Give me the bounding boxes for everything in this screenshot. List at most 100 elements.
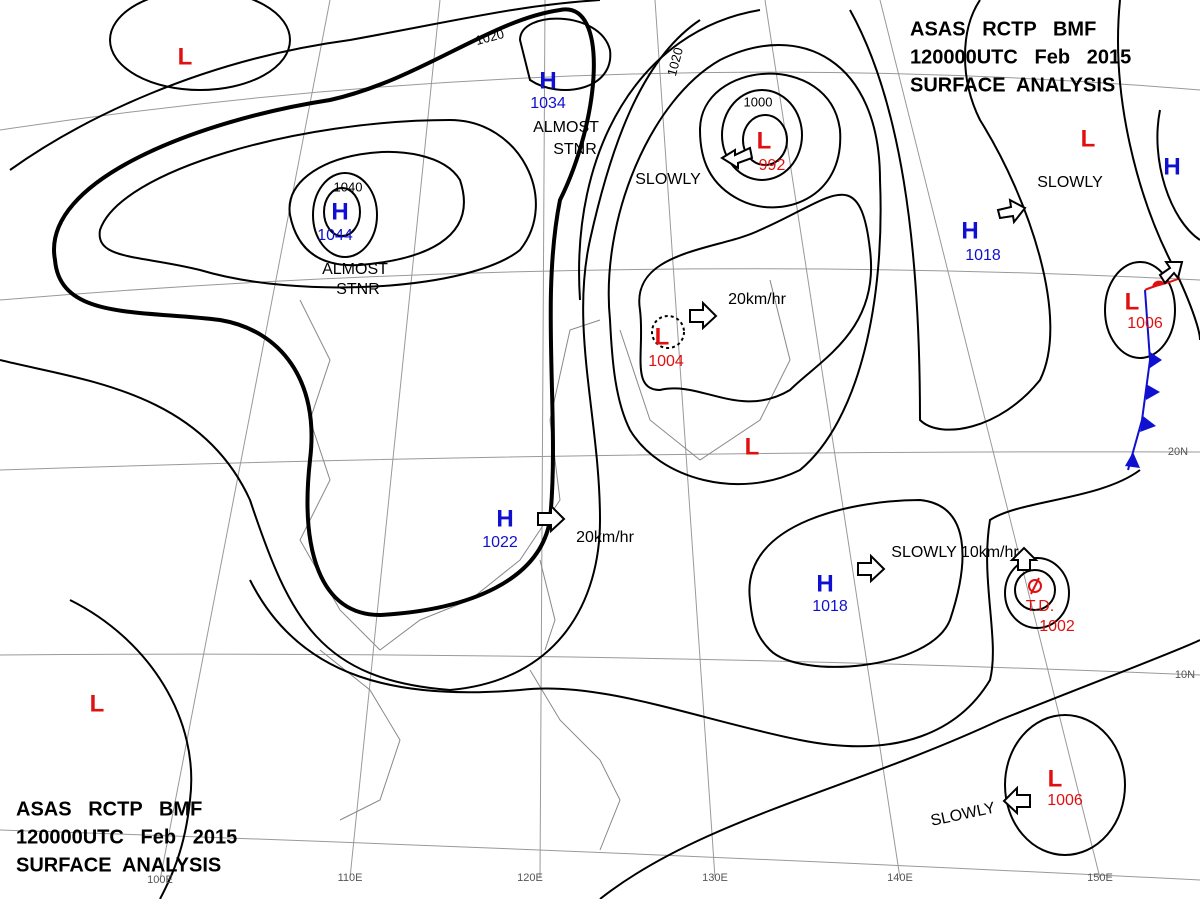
lon-label: 150E [1087,872,1113,884]
isobar [578,0,1052,431]
isobar [1014,569,1056,611]
header-line: SURFACE ANALYSIS [910,74,1115,96]
center-pressure: 1006 [1047,792,1083,809]
isobar [1004,557,1070,629]
high-center: H [816,570,833,597]
lat-line [0,71,1200,131]
lon-line [159,0,331,881]
lat-line [0,653,1200,676]
low-center: L [1048,765,1063,792]
lat-label: 20N [1168,446,1188,458]
center-note: ALMOST [322,261,388,278]
center-note: ALMOST [533,119,599,136]
center-pressure: 1018 [965,247,1001,264]
motion-arrow [537,503,566,534]
motion-arrow [1009,546,1039,571]
isobar [742,114,788,166]
isobar [323,187,361,237]
center-pressure: 992 [759,157,786,174]
td-symbol [1030,577,1040,595]
graticule [0,0,1200,881]
low-center: L [655,323,670,350]
isobar [288,151,465,267]
isobar [599,639,1200,899]
header-line: ASAS RCTP BMF [910,18,1096,40]
isobar [9,0,601,171]
lon-line [879,0,1101,879]
center-pressure: 1044 [317,227,353,244]
isobar [312,172,378,258]
lon-label: 120E [517,872,543,884]
motion-arrow [1158,261,1184,285]
lon-label: 110E [338,872,363,884]
motion-arrow [857,553,886,584]
motion-label: 20km/hr [728,291,786,308]
low-center: L [757,127,772,154]
high-center: H [496,505,513,532]
isobar-label: 1040 [334,179,363,194]
dashed-isobar [651,315,685,349]
lon-line [654,0,716,879]
center-pressure: 1034 [530,95,566,112]
motion-label: SLOWLY [635,171,701,188]
low-center: L [745,433,760,460]
lat-line [0,451,1200,471]
isobar [109,0,291,91]
isobar [721,89,803,181]
coastline [319,649,401,821]
motion-label: 20km/hr [576,529,634,546]
isobar-label: 1000 [744,94,773,109]
isobar [1104,261,1176,359]
isobar [698,72,842,209]
isobar [52,7,596,618]
isobar [1156,109,1200,241]
lon-label: 100E [147,874,173,886]
lat-label: 10N [1175,669,1195,681]
isobar [748,498,964,668]
isobar [98,118,537,289]
lon-label: 130E [702,872,728,884]
motion-arrow [1002,785,1031,816]
isobar-label: 1020 [474,26,506,48]
motion-arrow [720,146,754,170]
high-center: H [961,217,978,244]
td-label: T.D. [1026,598,1054,615]
coastline [619,279,791,461]
center-pressure: 1022 [482,534,518,551]
center-pressure: 1004 [648,353,684,370]
isobar [1004,714,1126,856]
front-symbol [1151,280,1165,288]
isobar [638,193,873,403]
header-line: 120000UTC Feb 2015 [16,826,237,848]
high-center: H [539,67,556,94]
coastline [529,669,621,851]
coastline [539,559,556,651]
low-center: L [1081,125,1096,152]
header-line: SURFACE ANALYSIS [16,854,221,876]
low-center: L [1125,288,1140,315]
header-line: 120000UTC Feb 2015 [910,46,1131,68]
isobar [1117,0,1200,341]
low-center: L [178,43,193,70]
isobar [0,19,701,692]
high-center: H [331,198,348,225]
lon-label: 140E [887,872,913,884]
isobar [607,44,882,486]
center-pressure: 1002 [1039,618,1075,635]
lat-line [0,268,1200,301]
lon-line [539,0,546,879]
lat-line [0,829,1200,881]
isobar [518,17,612,91]
motion-arrow [996,198,1027,225]
center-pressure: 1018 [812,598,848,615]
isobar-label: 1020 [664,46,686,78]
td-symbol [1028,579,1042,593]
isobar [249,469,1141,748]
motion-label: SLOWLY [1037,174,1103,191]
lon-line [349,0,441,879]
center-note: STNR [336,281,380,298]
front [1125,277,1181,471]
